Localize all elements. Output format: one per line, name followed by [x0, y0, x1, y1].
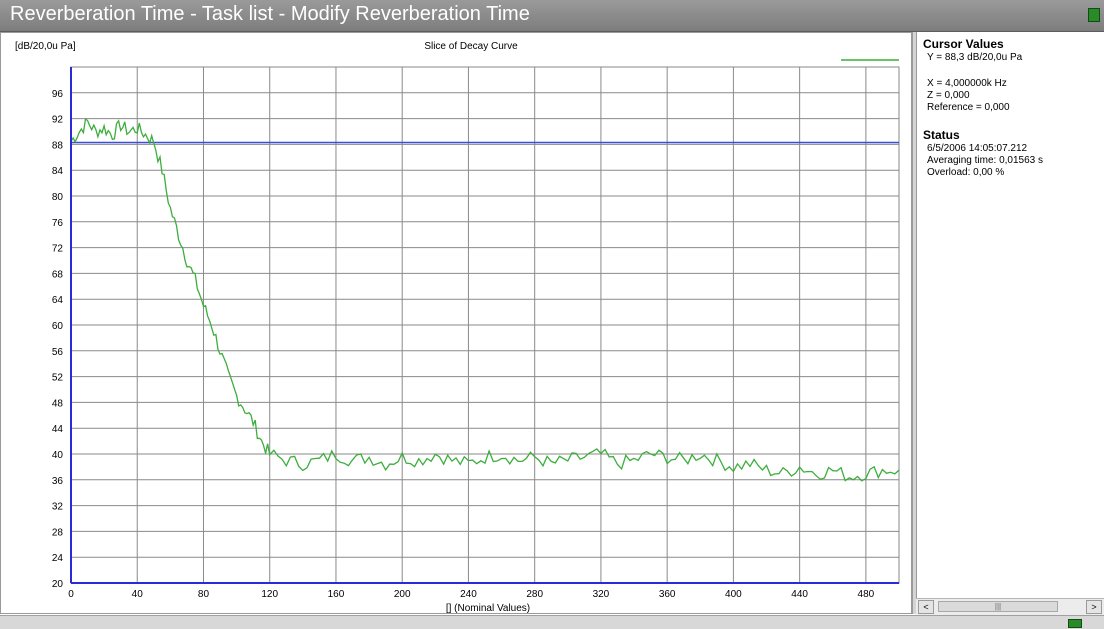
y-tick-label: 40	[52, 450, 64, 461]
axes	[70, 67, 899, 584]
panel-splitter[interactable]	[912, 32, 916, 614]
side-panel: Cursor Values Y = 88,3 dB/20,0u Pa X = 4…	[916, 32, 1104, 614]
cursor-z-value: Z = 0,000	[927, 90, 970, 101]
cursor-values-header: Cursor Values	[923, 37, 1004, 51]
horizontal-scrollbar[interactable]: < ||| >	[916, 598, 1104, 615]
task-icon[interactable]	[1088, 8, 1100, 22]
x-tick-label: 0	[68, 589, 74, 600]
y-tick-label: 60	[52, 321, 64, 332]
x-tick-label: 40	[132, 589, 144, 600]
grid	[70, 66, 900, 584]
y-tick-label: 72	[52, 244, 64, 255]
y-tick-label: 52	[52, 373, 64, 384]
y-tick-label: 36	[52, 476, 64, 487]
y-tick-label: 68	[52, 269, 64, 280]
status-bar	[0, 615, 1104, 629]
window-titlebar: Reverberation Time - Task list - Modify …	[0, 0, 1104, 32]
chart-panel[interactable]: Slice of Decay Curve [dB/20,0u Pa] [] (N…	[0, 32, 912, 614]
y-tick-label: 48	[52, 398, 64, 409]
y-tick-label: 56	[52, 347, 64, 358]
tick-labels: 0 40 80 120 160 200 240 280 320 360 400 440 480 20 24 2…	[52, 89, 875, 600]
y-tick-label: 64	[52, 295, 64, 306]
series-group	[70, 117, 900, 482]
scroll-left-button[interactable]: <	[918, 600, 934, 614]
scroll-right-button[interactable]: >	[1086, 600, 1102, 614]
x-tick-label: 480	[858, 589, 875, 600]
y-tick-label: 92	[52, 115, 64, 126]
y-tick-label: 96	[52, 89, 64, 100]
x-tick-label: 360	[659, 589, 676, 600]
x-tick-label: 240	[460, 589, 477, 600]
x-tick-label: 320	[593, 589, 610, 600]
status-date: 6/5/2006 14:05:07.212	[927, 143, 1028, 154]
y-tick-label: 28	[52, 527, 64, 538]
y-tick-label: 20	[52, 579, 64, 590]
x-tick-label: 200	[394, 589, 411, 600]
cursor-reference-value: Reference = 0,000	[927, 102, 1010, 113]
y-tick-label: 84	[52, 166, 64, 177]
cursor-x-value: X = 4,000000k Hz	[927, 78, 1007, 89]
status-overload: Overload: 0,00 %	[927, 167, 1005, 178]
y-tick-label: 88	[52, 140, 64, 151]
x-tick-label: 440	[791, 589, 808, 600]
x-tick-label: 280	[526, 589, 543, 600]
y-tick-label: 80	[52, 192, 64, 203]
connection-icon	[1068, 619, 1082, 628]
cursor-y-value: Y = 88,3 dB/20,0u Pa	[927, 52, 1023, 63]
status-header: Status	[923, 128, 960, 142]
x-axis-label: [] (Nominal Values)	[446, 603, 530, 613]
x-tick-label: 400	[725, 589, 742, 600]
chart-title: Slice of Decay Curve	[424, 41, 518, 52]
status-averaging-time: Averaging time: 0,01563 s	[927, 155, 1044, 166]
decay-curve-chart[interactable]: Slice of Decay Curve [dB/20,0u Pa] [] (N…	[1, 33, 911, 613]
x-tick-label: 160	[328, 589, 345, 600]
y-tick-label: 32	[52, 502, 64, 513]
y-tick-label: 76	[52, 218, 64, 229]
x-tick-label: 80	[198, 589, 210, 600]
scroll-thumb[interactable]: |||	[938, 601, 1058, 612]
y-tick-label: 24	[52, 553, 64, 564]
y-tick-label: 44	[52, 424, 64, 435]
decay-curve-series	[70, 117, 900, 482]
y-axis-label: [dB/20,0u Pa]	[15, 41, 76, 52]
x-tick-label: 120	[261, 589, 278, 600]
window-title: Reverberation Time - Task list - Modify …	[10, 3, 530, 25]
